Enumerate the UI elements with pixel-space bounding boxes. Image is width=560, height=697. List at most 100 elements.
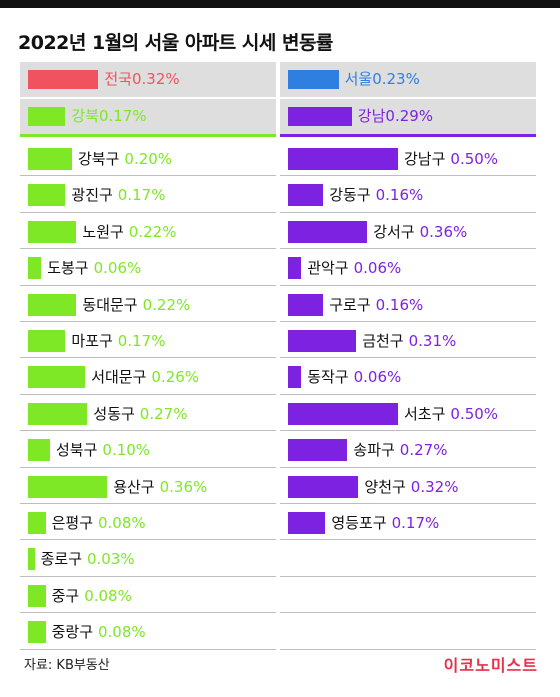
district-value-label: 0.08% — [84, 586, 132, 605]
district-row: 용산구 0.36% — [20, 468, 276, 503]
district-name: 종로구 — [40, 550, 82, 569]
summary-divider — [280, 97, 536, 99]
district-name: 중랑구 — [51, 623, 93, 642]
district-bar — [28, 366, 86, 389]
district-bar — [28, 148, 72, 170]
district-name: 광진구 — [71, 186, 113, 205]
district-bar — [28, 584, 46, 607]
district-label: 서초구 0.50% — [404, 405, 498, 424]
district-row: 구로구 0.16% — [280, 286, 536, 321]
row-divider — [280, 321, 536, 322]
summary-label: 서울0.23% — [345, 70, 420, 89]
district-bar — [288, 512, 326, 534]
district-label: 구로구 0.16% — [329, 296, 423, 315]
district-bar — [28, 621, 46, 644]
district-label: 금천구 0.31% — [362, 332, 456, 351]
district-name: 영등포구 — [331, 514, 387, 532]
district-label: 동작구 0.06% — [307, 368, 401, 387]
row-divider — [20, 612, 276, 614]
summary-row-total: 전국0.32% — [20, 62, 276, 97]
district-value-label: 0.08% — [98, 514, 146, 532]
row-divider — [280, 248, 536, 250]
district-row: 송파구 0.27% — [280, 431, 536, 466]
row-divider — [20, 357, 276, 359]
top-bar — [0, 0, 560, 8]
district-value-label: 0.22% — [128, 222, 177, 241]
district-label: 강남구 0.50% — [404, 150, 498, 169]
district-value-label: 0.32% — [410, 477, 459, 496]
district-row: 광진구 0.17% — [20, 176, 276, 211]
district-value-label: 0.16% — [375, 186, 424, 205]
district-name: 용산구 — [113, 477, 155, 496]
district-bar — [288, 257, 302, 280]
row-divider — [280, 575, 536, 577]
district-value-label: 0.17% — [117, 186, 166, 205]
district-row: 금천구 0.31% — [280, 322, 536, 357]
district-name: 동작구 — [307, 368, 349, 387]
summary-name: 서울 — [344, 70, 373, 88]
summary-value-label: 0.32% — [132, 70, 180, 88]
district-bar — [288, 184, 324, 207]
district-label: 은평구 0.08% — [52, 514, 146, 533]
district-name: 마포구 — [71, 332, 113, 350]
district-row: 강북구 0.20% — [20, 140, 276, 175]
summary-value-label: 0.17% — [99, 107, 147, 125]
district-label: 서대문구 0.26% — [91, 368, 199, 387]
district-label: 도봉구 0.06% — [47, 259, 141, 278]
row-divider — [20, 284, 276, 286]
summary-bar — [28, 107, 66, 126]
district-bar — [288, 475, 359, 498]
district-label: 강북구 0.20% — [78, 150, 172, 169]
district-bar — [28, 548, 35, 571]
district-label: 성북구 0.10% — [56, 441, 150, 460]
brand-logo: 이코노미스트 — [443, 656, 538, 675]
district-name: 성동구 — [93, 404, 135, 423]
district-label: 노원구 0.22% — [82, 223, 176, 242]
district-name: 송파구 — [353, 441, 395, 460]
district-name: 금천구 — [362, 332, 404, 350]
row-divider — [280, 284, 536, 286]
row-divider — [20, 466, 276, 468]
district-row: 종로구 0.03% — [20, 540, 276, 575]
row-divider — [280, 430, 536, 432]
district-name: 구로구 — [329, 295, 371, 314]
row-divider — [280, 612, 536, 614]
district-value-label: 0.17% — [391, 514, 440, 532]
district-value-label: 0.36% — [159, 477, 208, 496]
summary-bar — [288, 70, 339, 89]
district-value-label: 0.50% — [450, 150, 499, 168]
district-row: 강서구 0.36% — [280, 213, 536, 248]
district-name: 관악구 — [307, 259, 349, 278]
district-row: 서대문구 0.26% — [20, 358, 276, 393]
district-value-label: 0.16% — [375, 295, 424, 314]
district-row: 양천구 0.32% — [280, 468, 536, 503]
district-value-label: 0.20% — [124, 150, 173, 168]
row-divider — [280, 211, 536, 213]
district-name: 강남구 — [404, 150, 446, 168]
summary-row-region: 강북0.17% — [20, 99, 276, 134]
district-value-label: 0.06% — [93, 259, 142, 278]
district-name: 강서구 — [373, 222, 415, 241]
row-divider — [280, 393, 536, 395]
district-label: 종로구 0.03% — [41, 550, 135, 569]
district-bar — [288, 148, 398, 170]
row-divider — [20, 648, 276, 650]
district-name: 강동구 — [329, 186, 371, 205]
summary-bar — [28, 70, 99, 89]
district-row: 도봉구 0.06% — [20, 249, 276, 284]
district-name: 은평구 — [51, 514, 93, 532]
row-divider — [20, 393, 276, 395]
row-divider — [280, 357, 536, 359]
row-divider — [280, 503, 536, 504]
district-label: 강동구 0.16% — [329, 186, 423, 205]
district-value-label: 0.03% — [87, 550, 135, 569]
row-divider — [20, 575, 276, 577]
district-row: 중구 0.08% — [20, 577, 276, 612]
summary-label: 강북0.17% — [71, 107, 146, 126]
district-label: 용산구 0.36% — [113, 478, 207, 497]
district-row: 서초구 0.50% — [280, 395, 536, 430]
district-bar — [288, 293, 324, 316]
district-row: 마포구 0.17% — [20, 322, 276, 357]
district-name: 동대문구 — [82, 295, 138, 314]
district-value-label: 0.08% — [98, 623, 146, 642]
